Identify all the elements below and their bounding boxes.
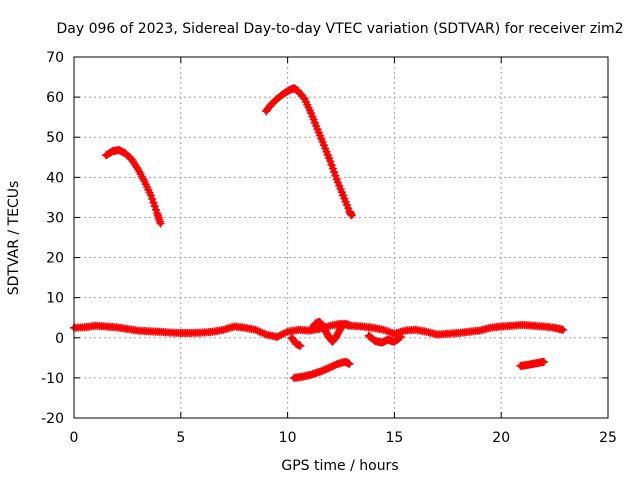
series-baseline <box>70 319 568 341</box>
data-point <box>152 205 160 214</box>
data-point <box>148 195 157 203</box>
data-point <box>326 157 335 166</box>
x-tick-label: 20 <box>492 430 510 446</box>
x-axis-title: GPS time / hours <box>281 458 398 474</box>
chart-title: Day 096 of 2023, Sidereal Day-to-day VTE… <box>57 21 624 37</box>
data-point <box>539 357 548 366</box>
series-dip-10h <box>287 333 305 350</box>
y-tick-label: 0 <box>55 331 64 347</box>
y-tick-label: 30 <box>46 210 64 226</box>
data-point <box>331 171 340 180</box>
series-dip-14h <box>364 331 405 347</box>
data-point <box>317 367 326 376</box>
x-tick-label: 0 <box>70 430 79 446</box>
data-point <box>345 359 354 368</box>
data-point <box>345 321 354 330</box>
series-arc-1 <box>102 146 165 228</box>
y-tick-label: 60 <box>46 90 64 106</box>
data-point <box>296 341 305 350</box>
data-point <box>150 202 159 211</box>
y-tick-label: 70 <box>46 50 64 66</box>
x-tick-label: 10 <box>279 430 297 446</box>
data-point <box>395 333 404 342</box>
x-tick-label: 5 <box>176 430 185 446</box>
y-tick-label: 20 <box>46 251 64 267</box>
data-point <box>330 168 339 177</box>
data-layer <box>70 84 568 382</box>
series-arc-2 <box>262 84 356 220</box>
data-point <box>328 164 337 173</box>
y-tick-label: 10 <box>46 291 64 307</box>
data-point <box>156 219 165 228</box>
grid-layer <box>74 57 608 418</box>
data-point <box>149 198 158 207</box>
x-tick-label: 15 <box>385 430 403 446</box>
y-tick-label: -20 <box>41 411 64 427</box>
data-point <box>327 160 336 169</box>
series-neg-arc-21h <box>516 357 548 370</box>
tick-layer: 0 5 10 15 20 25 -20 -10 0 10 20 30 40 50 60 70 <box>41 50 617 446</box>
data-point <box>146 191 155 200</box>
data-point <box>299 93 308 102</box>
y-tick-label: -10 <box>41 371 64 387</box>
data-point <box>396 333 405 341</box>
x-tick-label: 25 <box>599 430 617 446</box>
y-tick-label: 50 <box>46 130 64 146</box>
data-point <box>559 325 568 334</box>
series-spike-12h <box>307 317 354 346</box>
y-axis-title: SDTVAR / TECUs <box>6 181 22 296</box>
series-neg-arc-10h <box>290 357 354 382</box>
plot-frame <box>73 56 609 419</box>
y-tick-label: 40 <box>46 170 64 186</box>
data-point <box>347 211 356 220</box>
